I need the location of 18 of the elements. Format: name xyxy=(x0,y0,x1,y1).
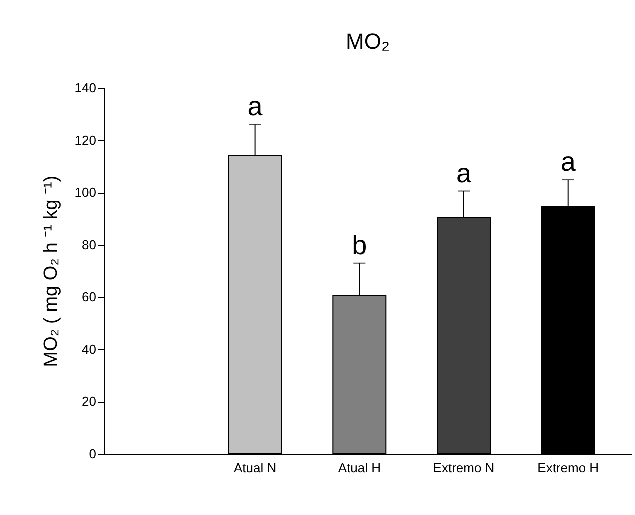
y-tick-label: 0 xyxy=(89,446,96,462)
annotation: b xyxy=(352,230,368,260)
y-tick-label: 100 xyxy=(74,185,96,200)
annotation: a xyxy=(560,147,577,178)
y-tick-label: 40 xyxy=(82,342,96,357)
annotation: a xyxy=(248,92,264,122)
y-tick-label: 60 xyxy=(82,290,96,305)
chart-title: MO₂ xyxy=(346,29,390,54)
annotation: a xyxy=(456,158,472,188)
y-tick-label: 120 xyxy=(74,132,96,148)
y-tick-label: 80 xyxy=(82,237,96,252)
x-tick-label: Extremo H xyxy=(538,460,600,476)
y-axis-title: MO₂ ( mg O₂ h ⁻¹ kg ⁻¹) xyxy=(40,176,62,368)
x-tick-label: Extremo N xyxy=(433,460,495,476)
y-tick-label: 140 xyxy=(74,80,96,96)
x-tick-label: Atual H xyxy=(338,460,381,476)
y-tick-label: 20 xyxy=(82,394,96,410)
x-tick-label: Atual N xyxy=(234,460,277,476)
